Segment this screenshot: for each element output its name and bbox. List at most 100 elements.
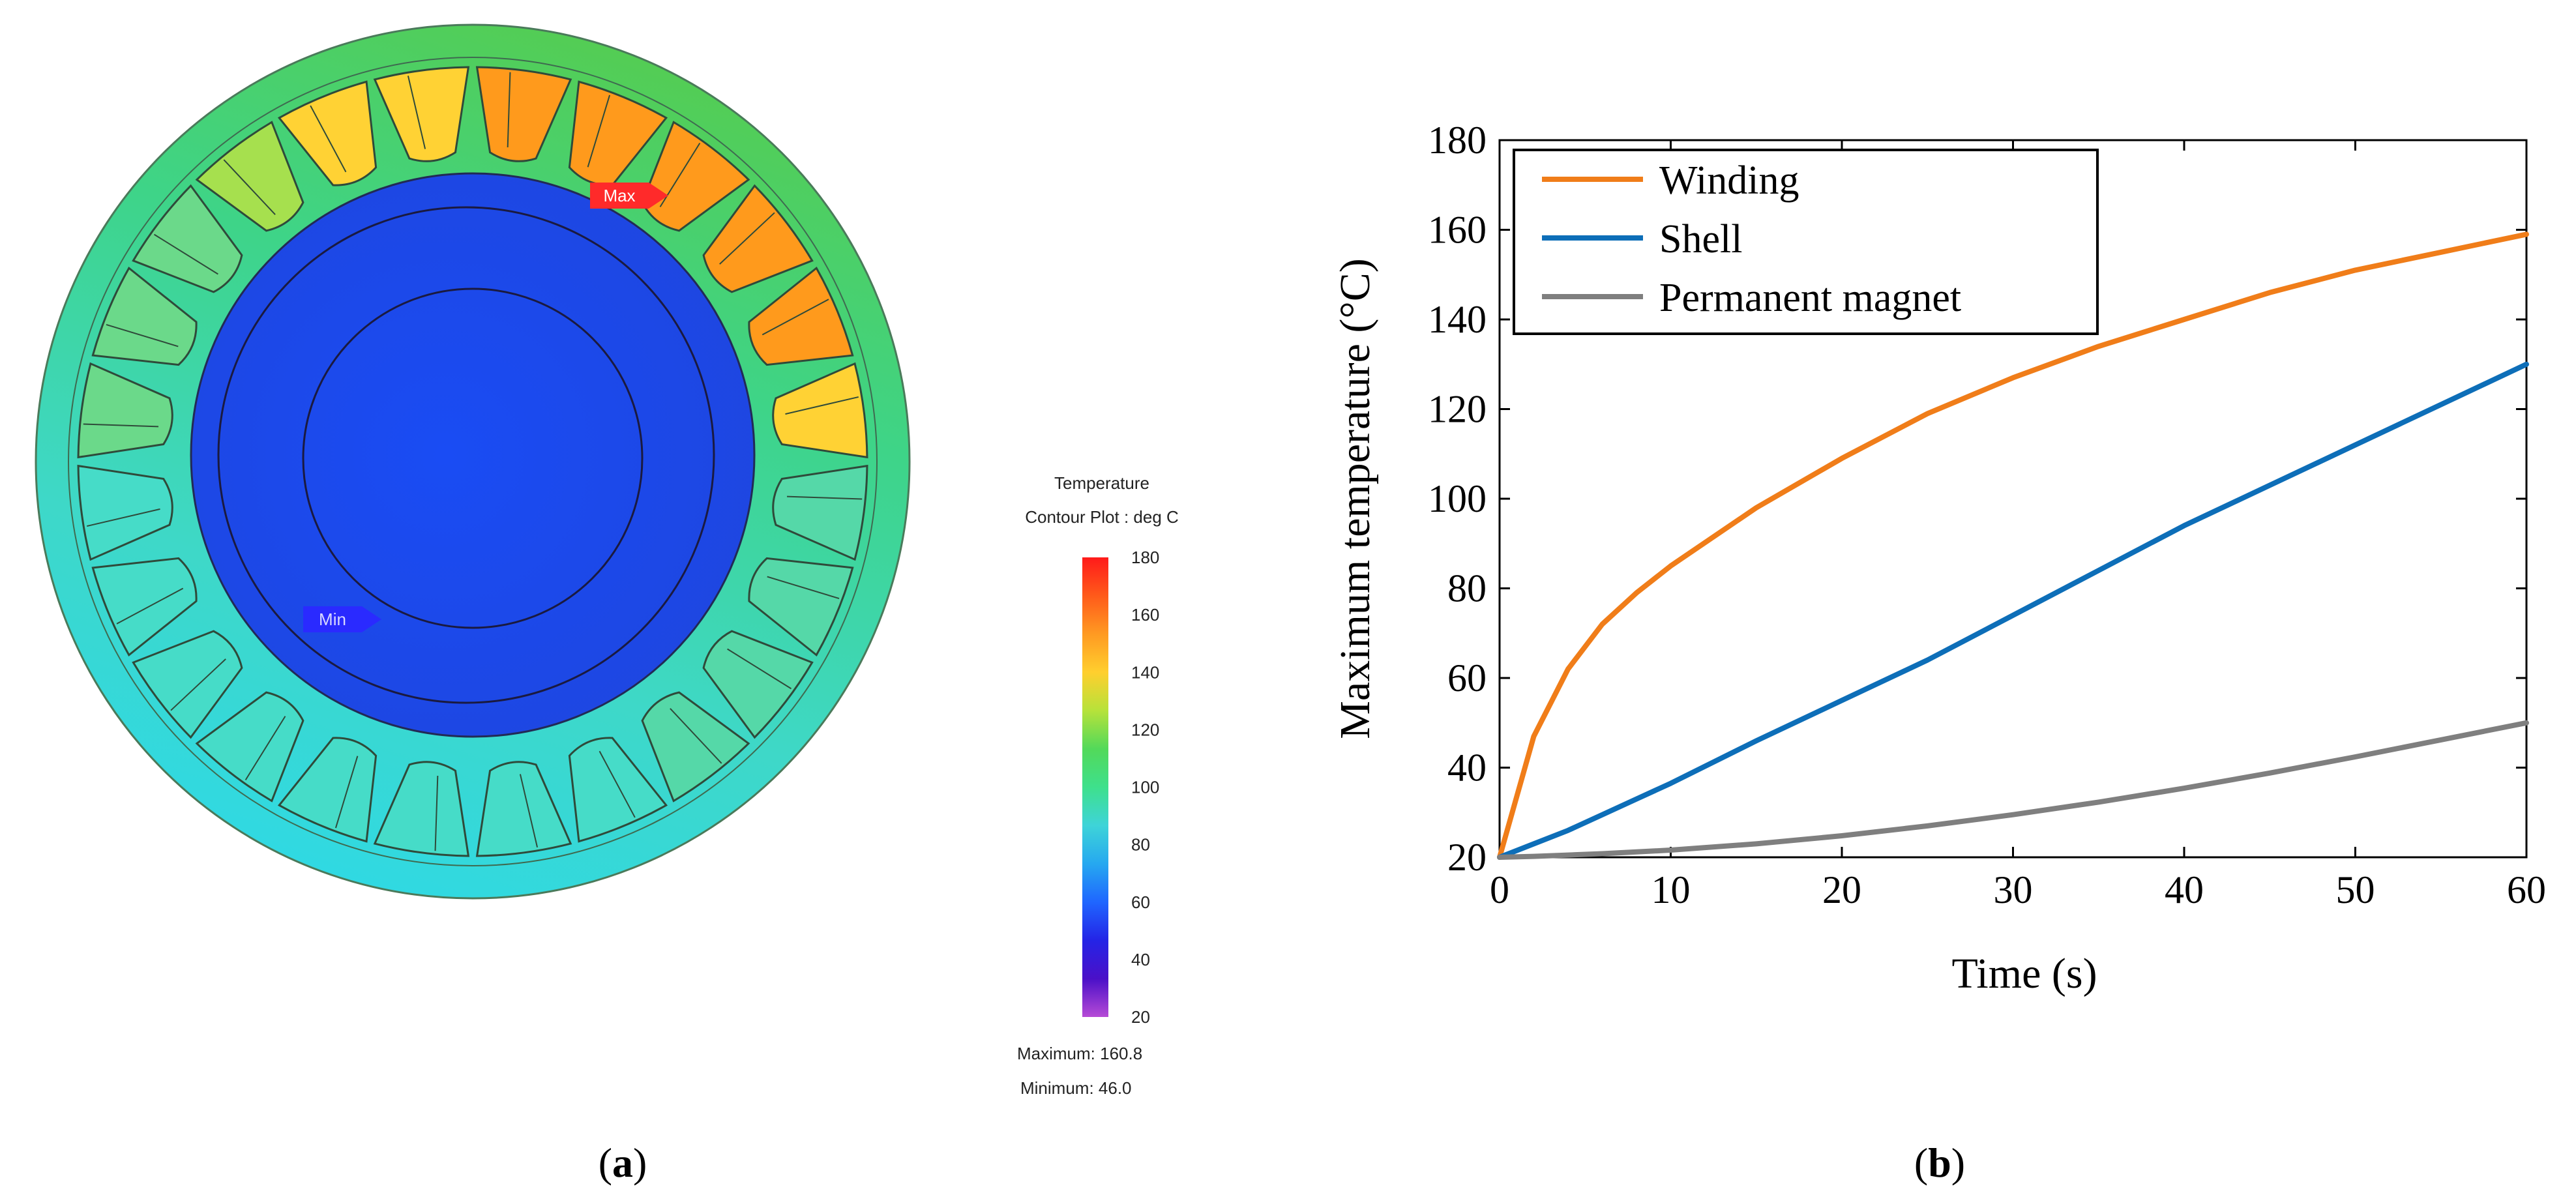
y-tick-label: 120: [1428, 388, 1487, 431]
stator-slot: [475, 761, 572, 857]
y-tick-label: 20: [1447, 836, 1487, 879]
colorbar-tick-label: 180: [1131, 548, 1159, 567]
stator-slot: [772, 362, 868, 459]
y-tick-label: 140: [1428, 298, 1487, 341]
minimum-value-text: Minimum: 46.0: [1020, 1078, 1132, 1098]
stator-slot: [641, 691, 750, 803]
stator-slot: [772, 464, 868, 561]
series-line-shell: [1497, 361, 2529, 860]
colorbar-tick-label: 140: [1131, 662, 1159, 682]
slot-divider: [310, 105, 347, 173]
x-axis-label: Time (s): [1951, 950, 2097, 997]
y-tick-label: 40: [1447, 746, 1487, 789]
slot-divider: [106, 323, 179, 347]
stator-inner-boundary: [68, 57, 878, 866]
stator-slot: [277, 737, 378, 843]
stator-slot: [748, 266, 854, 366]
x-tick-label: 40: [2165, 868, 2204, 911]
slot-divider: [719, 212, 775, 265]
slot-divider: [785, 396, 859, 415]
x-tick-label: 60: [2507, 868, 2546, 911]
panel-a-label: (a): [599, 1140, 647, 1186]
slot-divider: [767, 576, 840, 600]
colorbar-tick-label: 40: [1131, 950, 1150, 969]
colorbar: [1082, 557, 1108, 1017]
stator-slot: [702, 630, 814, 739]
stator-slot: [195, 691, 304, 803]
legend-entry-label: Winding: [1659, 158, 1799, 203]
slot-divider: [244, 716, 286, 781]
slot-divider: [434, 775, 439, 851]
legend-subtitle: Contour Plot : deg C: [1025, 507, 1179, 527]
panel-b-label: (b): [1914, 1140, 1965, 1186]
legend-entry-label: Permanent magnet: [1659, 276, 1961, 320]
stator-slot: [373, 761, 470, 857]
stator-slot: [277, 80, 378, 186]
stator-slot: [91, 557, 198, 657]
rotor-ring-1: [217, 206, 715, 704]
slot-divider: [153, 233, 218, 275]
legend-entry-label: Shell: [1659, 217, 1742, 261]
max-marker: Max: [590, 183, 668, 209]
rotor-ring-2: [302, 287, 644, 629]
colorbar-ticks: 180 160 140 120 100 80 60 40 20: [1131, 548, 1159, 1027]
panel-b-line-chart: 0 10 20 30 40 50 60 20 40 60 80 100 120 140 160 180 Tim…: [1331, 119, 2546, 1186]
slot-divider: [170, 658, 226, 711]
stator-slot: [77, 362, 173, 459]
stator-slot: [91, 266, 198, 366]
colorbar-tick-label: 100: [1131, 778, 1159, 797]
slot-divider: [670, 708, 722, 764]
slot-divider: [87, 508, 160, 527]
panel-a-thermal-contour: Max Min Temperature Contour Plot : deg C…: [35, 23, 1179, 1186]
stator-slot: [568, 80, 668, 186]
series-line-permanent-magnet: [1497, 720, 2529, 860]
stator-slot: [475, 66, 572, 162]
colorbar-tick-label: 80: [1131, 835, 1150, 855]
series-line-winding: [1497, 231, 2529, 860]
stator-slot: [748, 557, 854, 657]
colorbar-tick-label: 120: [1131, 720, 1159, 739]
stator-slot: [195, 121, 304, 232]
slot-divider: [727, 648, 792, 690]
stator-slot: [641, 121, 750, 232]
colorbar-tick-label: 60: [1131, 892, 1150, 912]
slot-divider: [519, 774, 539, 847]
colorbar-tick-label: 160: [1131, 605, 1159, 625]
stator-slots: [77, 66, 868, 857]
min-marker-label: Min: [319, 610, 346, 629]
min-marker: Min: [303, 606, 381, 632]
y-tick-label: 100: [1428, 477, 1487, 520]
colorbar-tick-label: 20: [1131, 1007, 1150, 1027]
slot-divider: [507, 72, 511, 148]
slot-divider: [762, 299, 829, 336]
x-tick-label: 10: [1651, 868, 1691, 911]
rotor: [190, 172, 756, 738]
stator-slot: [702, 184, 814, 293]
x-tick-label: 30: [1994, 868, 2033, 911]
y-tick-label: 60: [1447, 656, 1487, 700]
stator-slot: [77, 464, 173, 561]
stator-slot: [373, 66, 470, 162]
slot-divider: [116, 587, 184, 625]
axis-ticks: 0 10 20 30 40 50 60 20 40 60 80 100 120 140 160 180: [1428, 119, 2546, 911]
slot-divider: [407, 76, 426, 149]
slot-divider: [83, 423, 159, 428]
slot-divider: [587, 95, 611, 168]
slot-divider: [599, 750, 636, 818]
stator-slot: [132, 184, 243, 293]
x-tick-label: 50: [2336, 868, 2375, 911]
series-lines: [1497, 231, 2529, 860]
maximum-value-text: Maximum: 160.8: [1017, 1044, 1142, 1063]
y-axis-label: Maximum temperature (°C): [1331, 258, 1379, 739]
slot-divider: [334, 756, 359, 829]
y-tick-label: 160: [1428, 209, 1487, 252]
max-marker-label: Max: [603, 186, 635, 205]
slot-divider: [786, 495, 863, 500]
y-tick-label: 180: [1428, 119, 1487, 162]
legend: Winding Shell Permanent magnet: [1513, 149, 2099, 335]
stator-slot: [132, 630, 243, 739]
stator-slot: [568, 737, 668, 843]
x-tick-label: 0: [1490, 868, 1509, 911]
x-tick-label: 20: [1822, 868, 1861, 911]
